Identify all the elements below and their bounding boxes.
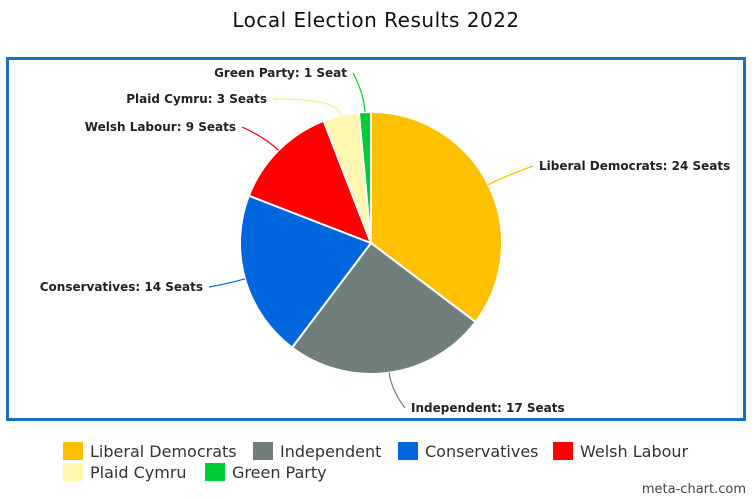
pie-slice-conservatives	[239, 194, 373, 349]
legend-label: Conservatives	[425, 441, 539, 461]
legend-label: Liberal Democrats	[90, 441, 237, 461]
pie-slice-independent	[290, 241, 477, 375]
data-label-independent: Independent: 17 Seats	[411, 401, 565, 415]
chart-title: Local Election Results 2022	[232, 8, 520, 32]
leader-line-liberal-democrats	[487, 165, 534, 186]
legend-label: Independent	[280, 441, 382, 461]
legend-label: Green Party	[232, 462, 327, 482]
legend-item-liberal-democrats[interactable]: Liberal Democrats	[63, 441, 237, 461]
data-label-liberal-democrats: Liberal Democrats: 24 Seats	[539, 159, 730, 173]
legend-swatch	[205, 463, 225, 481]
legend-swatch	[398, 442, 418, 460]
legend-swatch	[253, 442, 273, 460]
data-label-plaid-cymru: Plaid Cymru: 3 Seats	[126, 92, 267, 106]
credit-text: meta-chart.com	[641, 482, 746, 497]
legend-item-plaid-cymru[interactable]: Plaid Cymru	[63, 462, 187, 482]
legend-item-green-party[interactable]: Green Party	[205, 462, 327, 482]
legend-label: Welsh Labour	[580, 441, 689, 461]
legend-item-welsh-labour[interactable]: Welsh Labour	[553, 441, 688, 461]
pie-slice-liberal-democrats	[370, 110, 503, 324]
legend-item-conservatives[interactable]: Conservatives	[398, 441, 539, 461]
data-label-welsh-labour: Welsh Labour: 9 Seats	[85, 120, 236, 134]
leader-line-green-party	[352, 72, 366, 113]
legend-item-independent[interactable]: Independent	[253, 441, 381, 461]
leader-line-independent	[388, 372, 406, 409]
legend-swatch	[63, 463, 83, 481]
legend-label: Plaid Cymru	[90, 462, 187, 482]
leader-line-plaid-cymru	[272, 98, 342, 116]
pie-chart: Liberal Democrats: 24 Seats Independent: …	[40, 66, 731, 415]
data-label-green-party: Green Party: 1 Seat	[214, 66, 347, 80]
data-label-conservatives: Conservatives: 14 Seats	[40, 280, 203, 294]
leader-line-conservatives	[208, 278, 246, 288]
leader-line-welsh-labour	[241, 126, 279, 151]
legend-swatch	[553, 442, 573, 460]
legend-swatch	[63, 442, 83, 460]
chart-frame: Liberal Democrats: 24 Seats Independent: …	[6, 57, 746, 421]
